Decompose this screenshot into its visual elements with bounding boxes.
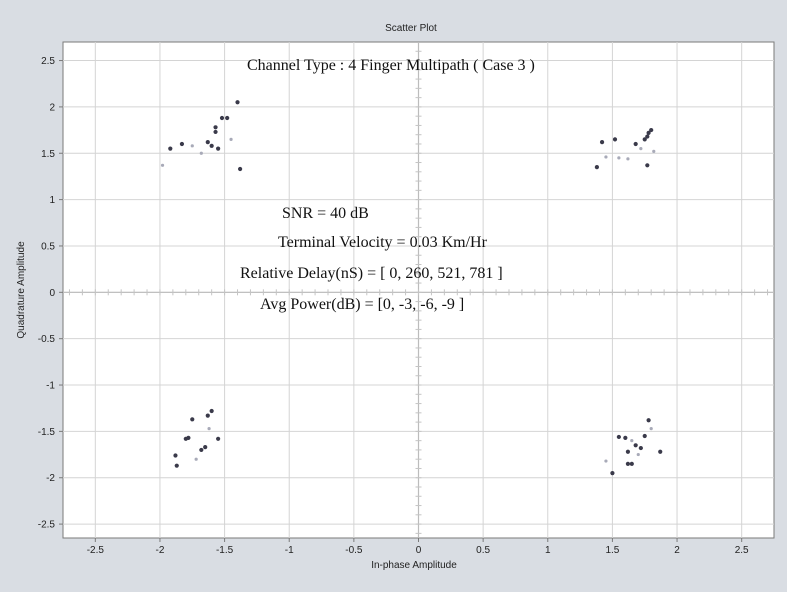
- annotation-relative-delay: Relative Delay(nS) = [ 0, 260, 521, 781 …: [240, 265, 503, 282]
- scatter-point: [645, 163, 650, 168]
- scatter-point: [639, 147, 643, 151]
- scatter-point: [213, 125, 218, 130]
- y-tick-label: -1.5: [38, 427, 56, 438]
- scatter-point: [642, 433, 647, 439]
- center-axes: [63, 42, 774, 538]
- scatter-point: [617, 156, 621, 160]
- scatter-point: [623, 435, 628, 440]
- x-tick-label: 1.5: [605, 545, 619, 556]
- scatter-point: [235, 100, 240, 105]
- scatter-point: [229, 137, 233, 141]
- scatter-point: [649, 127, 654, 133]
- y-tick-label: 0: [49, 288, 55, 299]
- scatter-point: [173, 453, 178, 458]
- scatter-point: [190, 144, 194, 148]
- scatter-point: [649, 427, 653, 431]
- scatter-point: [630, 439, 634, 443]
- scatter-point: [225, 115, 230, 121]
- scatter-point: [209, 143, 214, 148]
- scatter-point: [636, 452, 640, 457]
- x-axis-title: In-phase Amplitude: [371, 560, 457, 571]
- y-tick-labels: 2.5 2 1.5 1 0.5 0 -0.5 -1 -1.5 -2 -2.5: [38, 56, 56, 531]
- x-tick-label: 2: [674, 545, 680, 556]
- scatter-point: [604, 155, 608, 159]
- scatter-point: [610, 471, 615, 476]
- scatter-point: [238, 166, 243, 172]
- scatter-point: [209, 408, 214, 414]
- scatter-point: [203, 445, 208, 450]
- y-tick-label: 0.5: [41, 241, 55, 252]
- scatter-point: [658, 449, 663, 454]
- annotation-terminal-velocity: Terminal Velocity = 0.03 Km/Hr: [278, 234, 488, 251]
- scatter-point: [213, 129, 218, 135]
- x-tick-label: 1: [545, 545, 551, 556]
- scatter-point: [625, 449, 631, 454]
- y-tick-label: -2: [46, 473, 55, 484]
- scatter-point: [174, 463, 179, 468]
- x-tick-label: 2.5: [735, 545, 749, 556]
- y-tick-label: -0.5: [38, 334, 56, 345]
- scatter-point: [652, 149, 656, 153]
- plot-title: Scatter Plot: [385, 23, 437, 34]
- x-tick-label: -1.5: [216, 545, 234, 556]
- x-tick-label: -2.5: [87, 545, 105, 556]
- scatter-point: [638, 445, 643, 451]
- scatter-point: [190, 417, 195, 422]
- y-tick-label: 2.5: [41, 56, 55, 67]
- scatter-point: [594, 165, 599, 170]
- scatter-point: [612, 137, 618, 142]
- annotation-channel-type: Channel Type : 4 Finger Multipath ( Case…: [247, 57, 535, 74]
- y-tick-label: -1: [46, 381, 55, 392]
- scatter-point: [168, 146, 173, 151]
- scatter-point: [604, 459, 608, 463]
- y-tick-label: -2.5: [38, 520, 56, 531]
- scatter-point: [645, 134, 650, 139]
- annotation-snr: SNR = 40 dB: [282, 205, 369, 222]
- scatter-point: [616, 434, 621, 440]
- scatter-point: [179, 141, 185, 147]
- scatter-point: [205, 413, 210, 418]
- scatter-points: [160, 100, 663, 476]
- annotation-avg-power: Avg Power(dB) = [0, -3, -6, -9 ]: [260, 296, 464, 313]
- scatter-point: [205, 140, 210, 145]
- scatter-point: [599, 140, 605, 145]
- scatter-point: [216, 146, 221, 151]
- x-tick-labels: -2.5 -2 -1.5 -1 -0.5 0 0.5 1 1.5 2 2.5: [87, 545, 749, 556]
- scatter-point: [186, 435, 191, 440]
- scatter-point: [199, 447, 204, 453]
- x-tick-label: 0: [416, 545, 422, 556]
- scatter-point: [642, 137, 647, 142]
- scatter-point: [219, 115, 225, 121]
- y-axis-title: Quadrature Amplitude: [16, 241, 27, 339]
- scatter-point: [633, 443, 638, 448]
- scatter-point: [207, 427, 211, 431]
- y-tick-label: 1.5: [41, 149, 55, 160]
- scatter-point: [194, 457, 198, 461]
- scatter-point: [633, 141, 638, 147]
- scatter-point: [625, 461, 631, 466]
- y-tick-label: 1: [49, 195, 55, 206]
- x-tick-label: -1: [285, 545, 294, 556]
- scatter-point: [626, 157, 630, 161]
- scatter-point: [646, 130, 651, 135]
- scatter-point: [199, 151, 203, 155]
- x-tick-label: -2: [156, 545, 165, 556]
- scatter-point: [629, 461, 634, 466]
- scatter-point: [646, 418, 651, 423]
- x-tick-label: 0.5: [476, 545, 490, 556]
- y-tick-label: 2: [49, 102, 55, 113]
- scatter-point: [160, 163, 165, 167]
- scatter-point: [216, 436, 221, 441]
- x-tick-label: -0.5: [345, 545, 363, 556]
